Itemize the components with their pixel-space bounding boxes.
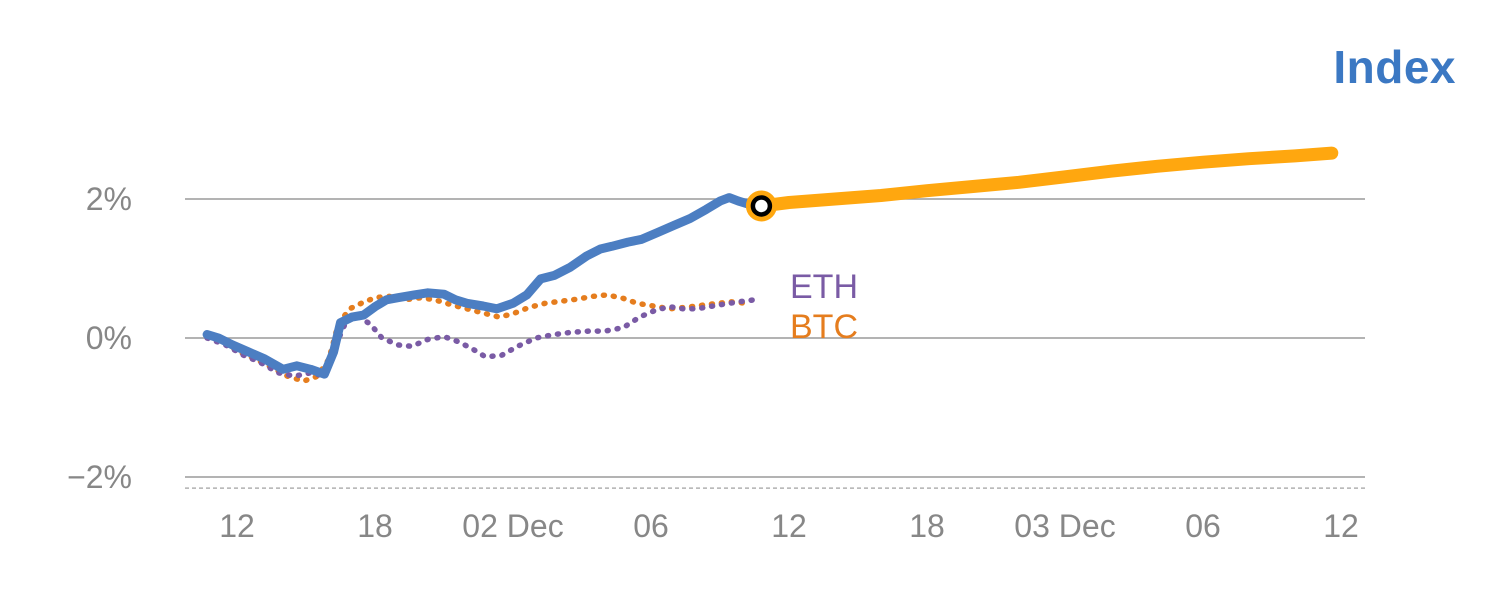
- eth-series-label: ETH: [790, 268, 858, 306]
- y-tick-label: 2%: [86, 181, 132, 217]
- x-tick-label: 18: [357, 508, 393, 544]
- x-tick-label: 18: [909, 508, 945, 544]
- x-tick-label: 06: [633, 508, 669, 544]
- x-tick-label: 02 Dec: [462, 508, 563, 544]
- y-tick-label: 0%: [86, 320, 132, 356]
- x-tick-label: 06: [1185, 508, 1221, 544]
- x-tick-label: 12: [1323, 508, 1359, 544]
- btc-series-label: BTC: [790, 308, 858, 346]
- current-point-marker: [750, 195, 773, 217]
- index-forecast-line: [754, 146, 1339, 213]
- x-tick-label: 12: [771, 508, 807, 544]
- y-tick-label: −2%: [67, 459, 132, 495]
- x-tick-label: 12: [219, 508, 255, 544]
- btc-line: [204, 292, 751, 384]
- index-line: [202, 193, 766, 379]
- chart-title: Index: [1333, 41, 1456, 93]
- x-tick-label: 03 Dec: [1014, 508, 1115, 544]
